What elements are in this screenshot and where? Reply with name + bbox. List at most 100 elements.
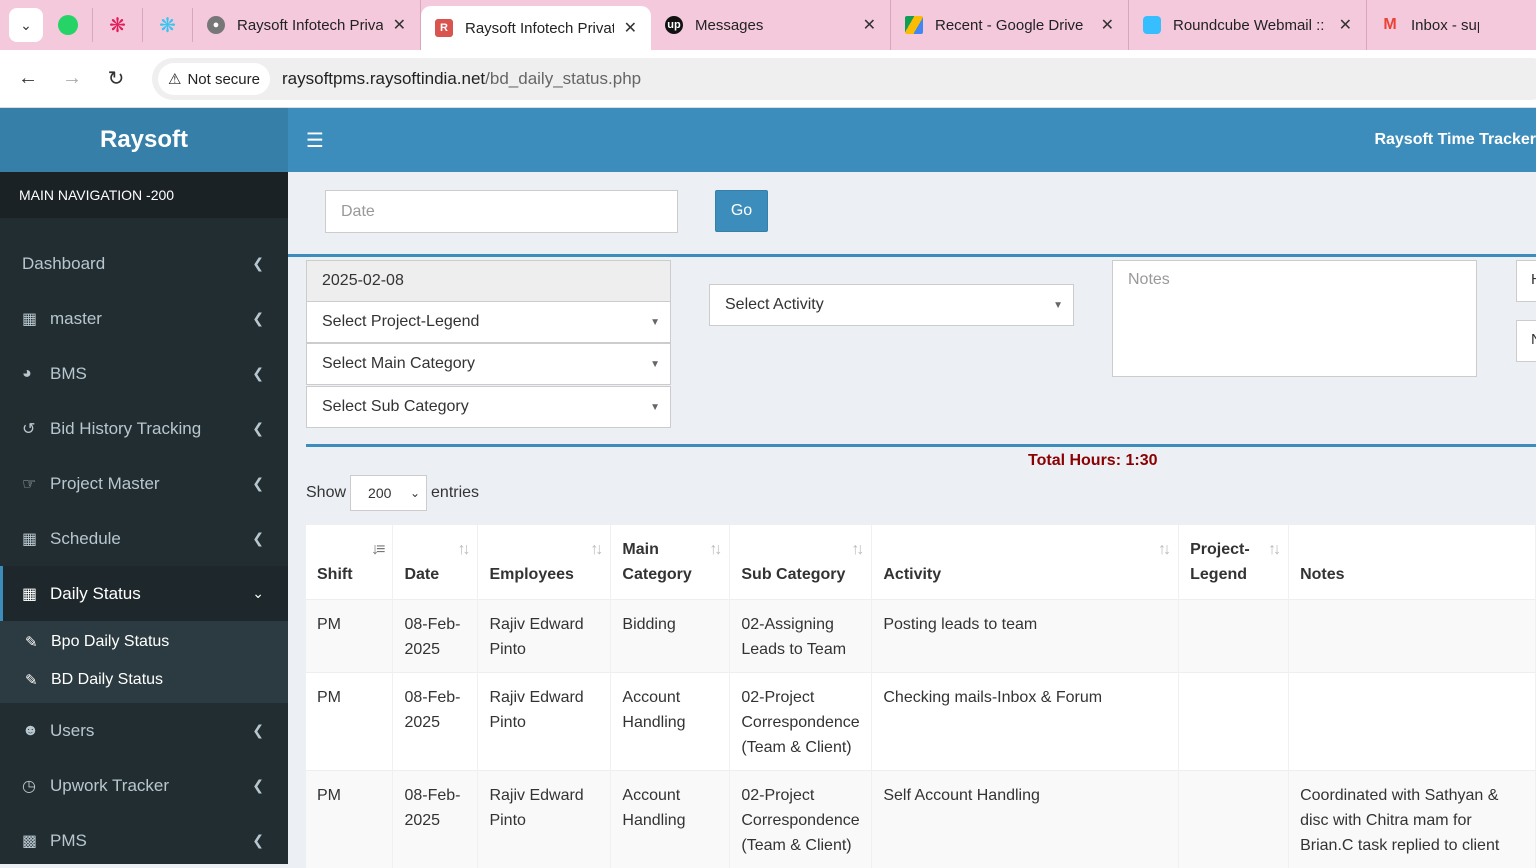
forward-arrow-icon[interactable]: →	[62, 67, 82, 89]
go-button[interactable]: Go	[715, 190, 768, 232]
activity-select[interactable]: Select Activity ▼	[709, 284, 1074, 326]
cell-project-legend	[1178, 671, 1290, 770]
browser-tab-6[interactable]: M Inbox - suppo	[1367, 0, 1493, 50]
sidebar: Raysoft MAIN NAVIGATION -200 Dashboard ❮…	[0, 108, 288, 864]
column-header-main-category[interactable]: Main Category ↑↓	[610, 525, 731, 599]
chevron-left-icon: ❮	[252, 365, 264, 381]
users-icon: ☻	[22, 721, 39, 739]
close-icon[interactable]: ✕	[1100, 17, 1114, 34]
column-header-shift[interactable]: Shift ↓≡	[306, 525, 394, 599]
sidebar-item-pms[interactable]: ▩ PMS ❮	[0, 813, 288, 868]
cell-date: 08-Feb-2025	[392, 598, 479, 672]
hand-point-icon: ☞	[22, 475, 37, 493]
chevron-left-icon: ❮	[252, 255, 264, 271]
close-icon[interactable]: ✕	[862, 17, 876, 34]
tab-title: Messages	[695, 16, 764, 34]
sidebar-item-master[interactable]: ▦ master ❮	[0, 291, 288, 346]
sub-category-select[interactable]: Select Sub Category ▼	[306, 386, 671, 428]
browser-tab-1[interactable]: ● Raysoft Infotech Privat ✕	[193, 0, 421, 50]
sidebar-item-dashboard[interactable]: Dashboard ❮	[0, 236, 288, 291]
pinned-tab-whatsapp[interactable]	[43, 8, 93, 42]
column-header-notes[interactable]: Notes	[1288, 525, 1536, 599]
pinned-tab-slack-1[interactable]: ❋	[93, 8, 143, 42]
column-header-date[interactable]: Date ↑↓	[392, 525, 479, 599]
security-label: Not secure	[187, 70, 260, 88]
project-legend-select[interactable]: Select Project-Legend ▼	[306, 301, 671, 343]
main-category-value: Select Main Category	[322, 355, 475, 372]
column-header-project-legend[interactable]: Project-Legend ↑↓	[1178, 525, 1290, 599]
sidebar-item-label: Upwork Tracker	[50, 775, 170, 795]
entries-select[interactable]: 200 ⌄	[350, 475, 428, 511]
browser-tab-2-active[interactable]: R Raysoft Infotech Privat ✕	[421, 6, 651, 50]
notes-textarea[interactable]: Notes	[1112, 260, 1477, 377]
chevron-left-icon: ❮	[252, 310, 264, 326]
hamburger-menu-icon[interactable]: ☰	[306, 129, 324, 152]
cell-notes	[1288, 598, 1536, 672]
site-security-chip[interactable]: ⚠ Not secure	[158, 63, 270, 95]
cell-project-legend	[1178, 598, 1290, 672]
sidebar-item-label: Users	[50, 720, 95, 740]
table-header-row: Shift ↓≡ Date ↑↓ Employees ↑↓ Main Category…	[306, 525, 1536, 599]
sidebar-subitem-bpo-daily-status[interactable]: ✎ Bpo Daily Status	[0, 623, 288, 661]
main-category-select[interactable]: Select Main Category ▼	[306, 343, 671, 385]
hours-field-partial[interactable]: H	[1516, 260, 1536, 302]
total-hours: Total Hours: 1:30	[1028, 452, 1158, 469]
sidebar-item-users[interactable]: ☻ Users ❮	[0, 703, 288, 758]
cell-employee: Rajiv Edward Pinto	[477, 598, 612, 672]
tab-search-chevron-icon[interactable]: ⌄	[9, 8, 43, 42]
chevron-left-icon: ❮	[252, 475, 264, 491]
sidebar-item-bid-history[interactable]: ↺ Bid History Tracking ❮	[0, 401, 288, 456]
entries-value: 200	[368, 485, 392, 501]
notes-field-partial[interactable]: N	[1516, 320, 1536, 362]
pinned-tab-slack-2[interactable]: ❋	[143, 8, 193, 42]
chevron-left-icon: ❮	[252, 420, 264, 436]
main-content: Date Go 2025-02-08 Select Project-Legend…	[288, 172, 1536, 868]
url-omnibox[interactable]: ⚠ Not secure raysoftpms.raysoftindia.net…	[152, 58, 1536, 100]
sidebar-item-schedule[interactable]: ▦ Schedule ❮	[0, 511, 288, 566]
sidebar-item-project-master[interactable]: ☞ Project Master ❮	[0, 456, 288, 511]
entry-date-field[interactable]: 2025-02-08	[306, 260, 671, 302]
table-row: PM 08-Feb-2025 Rajiv Edward Pinto Accoun…	[306, 769, 1536, 868]
cell-date: 08-Feb-2025	[392, 769, 479, 868]
cell-main-category: Account Handling	[610, 769, 731, 868]
close-icon[interactable]: ✕	[1338, 17, 1352, 34]
app-header: ☰ Raysoft Time Tracker	[288, 108, 1536, 172]
column-header-activity[interactable]: Activity ↑↓	[871, 525, 1180, 599]
table-icon: ▦	[22, 530, 38, 548]
cell-main-category: Account Handling	[610, 671, 731, 770]
browser-tab-4[interactable]: Recent - Google Drive ✕	[891, 0, 1129, 50]
column-header-employees[interactable]: Employees ↑↓	[477, 525, 612, 599]
sidebar-item-label: Dashboard	[22, 253, 106, 273]
close-icon[interactable]: ✕	[392, 17, 406, 34]
sidebar-subitem-bd-daily-status[interactable]: ✎ BD Daily Status	[0, 661, 288, 699]
grid-icon: ▦	[22, 310, 38, 328]
date-filter-input[interactable]: Date	[325, 190, 678, 233]
sort-icon: ↑↓	[590, 541, 603, 558]
sidebar-item-label: master	[50, 308, 102, 328]
cell-notes	[1288, 671, 1536, 770]
sidebar-item-label: Daily Status	[50, 583, 141, 603]
column-header-sub-category[interactable]: Sub Category ↑↓	[729, 525, 873, 599]
sidebar-item-label: Project Master	[50, 473, 160, 493]
app-title: Raysoft Time Tracker	[1374, 131, 1536, 148]
sidebar-item-upwork-tracker[interactable]: ◷ Upwork Tracker ❮	[0, 758, 288, 813]
sidebar-item-bms[interactable]: ◕ BMS ❮	[0, 346, 288, 401]
entries-length-control: Show 200 ⌄ entries	[306, 475, 479, 511]
back-arrow-icon[interactable]: ←	[18, 67, 38, 89]
tab-title: Recent - Google Drive	[935, 16, 1084, 34]
caret-down-icon: ▼	[650, 316, 660, 328]
reload-icon[interactable]: ↻	[107, 68, 125, 90]
sidebar-item-label: PMS	[50, 830, 87, 850]
url-text[interactable]: raysoftpms.raysoftindia.net/bd_daily_sta…	[282, 69, 641, 89]
sidebar-item-label: BMS	[50, 363, 87, 383]
caret-down-icon: ▼	[650, 401, 660, 413]
sidebar-subitem-label: Bpo Daily Status	[51, 633, 170, 650]
brand-logo[interactable]: Raysoft	[0, 108, 288, 172]
caret-down-icon: ▼	[1053, 299, 1063, 311]
browser-tab-5[interactable]: Roundcube Webmail :: ✕	[1129, 0, 1367, 50]
close-icon[interactable]: ✕	[623, 20, 637, 37]
chevron-left-icon: ❮	[252, 722, 264, 738]
browser-tab-3[interactable]: up Messages ✕	[651, 0, 891, 50]
sidebar-item-daily-status[interactable]: ▦ Daily Status ⌄	[0, 566, 288, 621]
cell-notes: Coordinated with Sathyan & disc with Chi…	[1288, 769, 1536, 868]
